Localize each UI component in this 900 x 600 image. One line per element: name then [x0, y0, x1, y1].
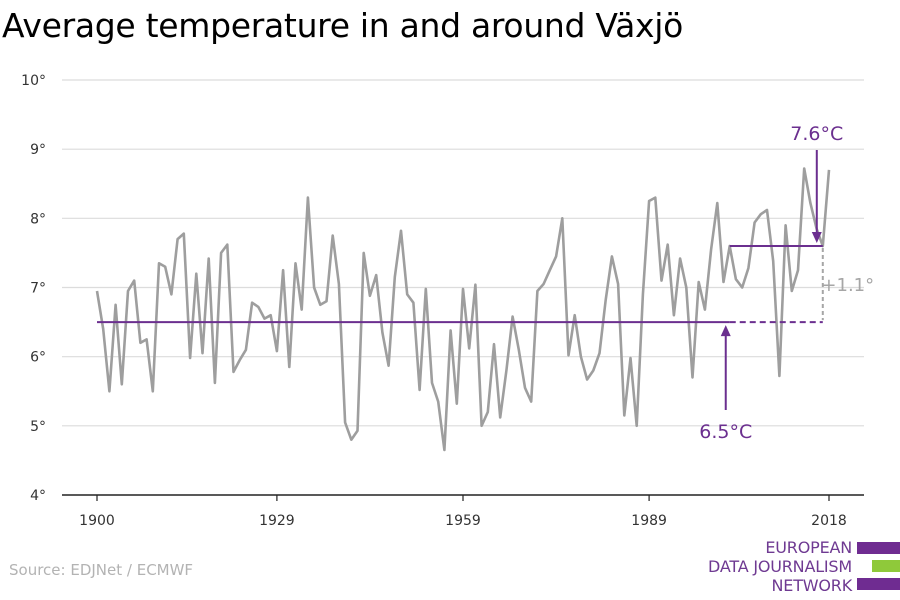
y-tick-label: 6° — [30, 350, 46, 366]
source-note: Source: EDJNet / ECMWF — [9, 561, 194, 579]
difference-label: +1.1° — [821, 275, 874, 296]
early-average-label: 6.5°C — [699, 421, 752, 443]
y-tick-label: 10° — [21, 73, 46, 89]
x-tick-label: 1900 — [79, 513, 115, 529]
logo-line-network: NETWORK — [771, 576, 853, 595]
gridlines — [62, 79, 864, 427]
logo-bar-purple-top — [857, 542, 900, 554]
y-tick-label: 8° — [30, 211, 46, 227]
x-tick-label: 1959 — [445, 513, 481, 529]
edjnet-logo[interactable]: EUROPEAN DATA JOURNALISM NETWORK — [700, 538, 900, 596]
y-tick-label: 7° — [30, 281, 46, 297]
temperature-chart: 4° 5° 6° 7° 8° 9° 10° 1900 1929 1959 1989 2018 6.5… — [21, 73, 874, 529]
x-tick-label: 1929 — [259, 513, 295, 529]
logo-bar-purple-bottom — [857, 578, 900, 590]
chart-title: Average temperature in and around Växjö — [2, 6, 684, 45]
logo-line-european: EUROPEAN — [765, 538, 852, 557]
recent-average-arrowhead — [811, 232, 822, 243]
series-layer — [95, 167, 831, 452]
x-axis: 1900 1929 1959 1989 2018 — [79, 495, 847, 529]
y-axis-labels: 4° 5° 6° 7° 8° 9° 10° — [21, 73, 46, 504]
y-tick-label: 5° — [30, 419, 46, 435]
early-average-arrowhead — [720, 325, 731, 337]
y-tick-label: 4° — [30, 488, 46, 504]
y-tick-label: 9° — [30, 142, 46, 158]
x-tick-label: 1989 — [631, 513, 667, 529]
temperature-series-line — [95, 167, 831, 452]
annotation-layer: 6.5°C 7.6°C +1.1° — [97, 123, 874, 443]
logo-bar-green — [872, 560, 900, 572]
recent-average-label: 7.6°C — [790, 123, 843, 145]
x-tick-label: 2018 — [811, 513, 847, 529]
logo-line-data-journalism: DATA JOURNALISM — [708, 557, 852, 576]
